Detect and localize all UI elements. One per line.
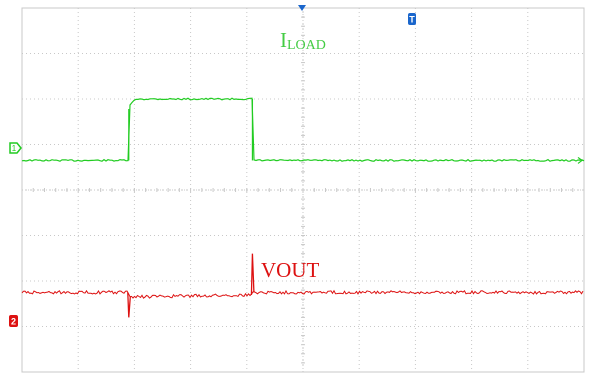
channel-1-arrow-icon	[9, 142, 22, 154]
channel-2-marker: 2	[9, 315, 18, 327]
trigger-marker-label: T	[409, 15, 415, 25]
vout-overshoot-spike	[250, 253, 255, 295]
vout-undershoot-spike	[127, 292, 131, 318]
iload-trace	[21, 97, 585, 162]
iload-right-end-icon	[577, 156, 583, 164]
channel-1-marker: 1	[9, 142, 22, 154]
channel-2-marker-badge	[9, 315, 18, 327]
trigger-marker-badge	[408, 13, 416, 25]
trigger-arrow-icon	[298, 5, 306, 11]
vout-trace	[21, 289, 584, 299]
trigger-level-marker: T	[408, 13, 416, 25]
iload-label-main: I	[280, 28, 287, 52]
iload-trace-label: ILOAD	[280, 28, 326, 53]
channel-2-marker-label: 2	[11, 317, 16, 327]
channel-1-marker-label: 1	[12, 144, 17, 153]
vout-trace-label: VOUT	[261, 258, 319, 282]
trigger-position-marker	[298, 5, 306, 11]
traces	[21, 97, 585, 318]
graticule	[21, 7, 585, 373]
iload-label-subscript: LOAD	[287, 38, 326, 53]
